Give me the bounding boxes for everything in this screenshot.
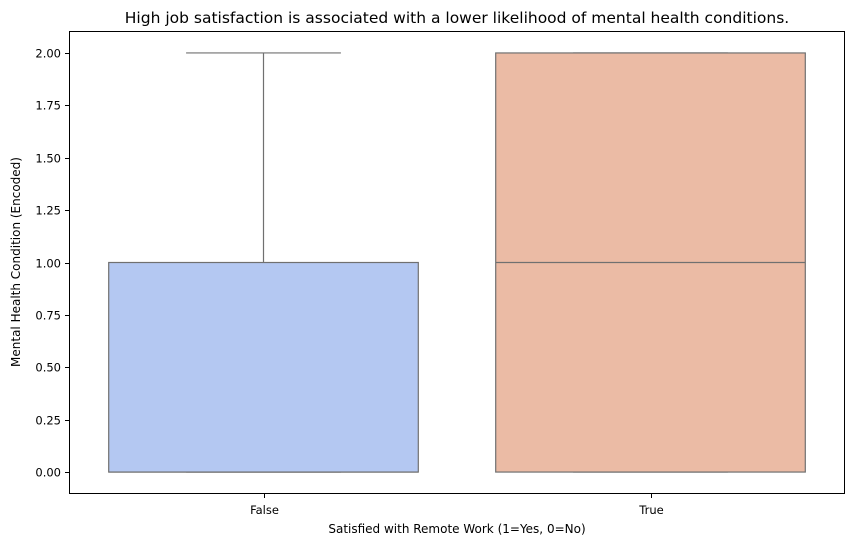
y-tick-label: 0.50 bbox=[35, 361, 61, 375]
box-true bbox=[495, 52, 806, 473]
y-tick-label: 1.50 bbox=[35, 152, 61, 166]
plot-frame bbox=[69, 31, 845, 494]
box-false bbox=[108, 52, 419, 473]
y-axis: 0.00 0.25 0.50 0.75 1.00 1.25 1.50 1.75 2.00 bbox=[35, 47, 70, 480]
x-axis: False True bbox=[250, 493, 664, 517]
x-tick-label: True bbox=[638, 503, 663, 517]
y-tick-label: 1.25 bbox=[35, 204, 61, 218]
y-tick-label: 0.00 bbox=[35, 466, 61, 480]
y-tick-label: 1.00 bbox=[35, 257, 61, 271]
x-axis-label: Satisfied with Remote Work (1=Yes, 0=No) bbox=[328, 522, 585, 536]
plot-area bbox=[108, 52, 806, 473]
x-tick-label: False bbox=[250, 503, 279, 517]
y-axis-label: Mental Health Condition (Encoded) bbox=[9, 157, 23, 367]
y-tick-label: 2.00 bbox=[35, 47, 61, 61]
box-body bbox=[108, 261, 419, 473]
y-tick-label: 1.75 bbox=[35, 99, 61, 113]
chart-title: High job satisfaction is associated with… bbox=[125, 9, 789, 27]
y-tick-label: 0.25 bbox=[35, 414, 61, 428]
y-tick-label: 0.75 bbox=[35, 309, 61, 323]
